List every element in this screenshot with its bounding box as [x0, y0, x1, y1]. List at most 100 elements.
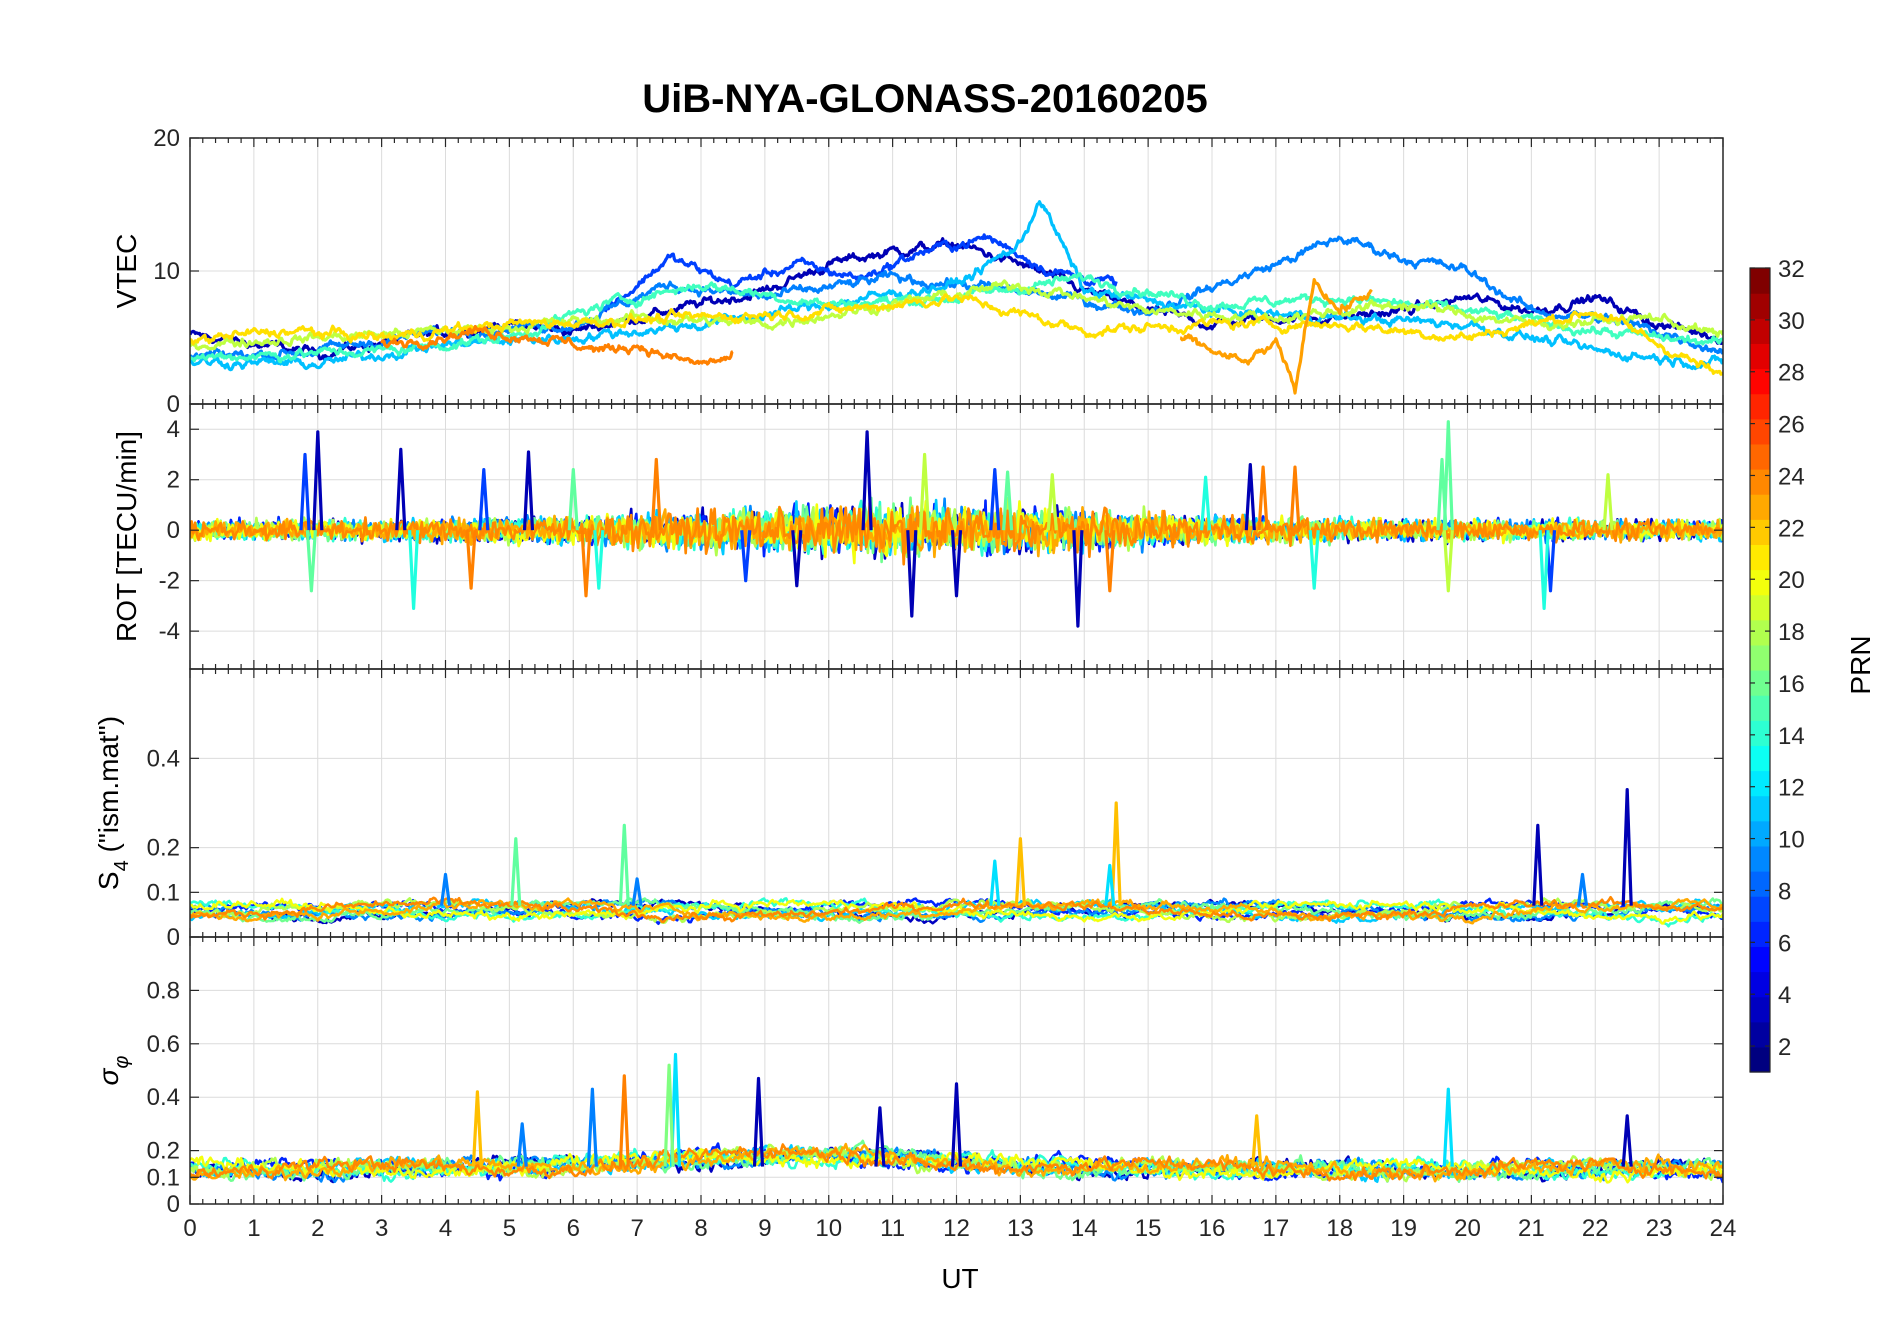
colorbar-tick-label: 12	[1778, 775, 1805, 802]
colorbar-level	[1750, 293, 1770, 319]
trace-prn-24	[190, 895, 1723, 924]
spike-prn-2	[861, 430, 873, 531]
x-tick-label: 20	[1454, 1215, 1481, 1242]
spike-prn-6	[740, 530, 752, 583]
spike-prn-16	[1442, 420, 1454, 531]
x-tick-label: 1	[247, 1215, 260, 1242]
series-prn-21	[190, 293, 1723, 376]
y-tick-label: 4	[167, 416, 180, 443]
colorbar-tick-label: 26	[1778, 412, 1805, 439]
x-axis-label: UT	[941, 1263, 978, 1294]
trace-prn-23	[190, 505, 1723, 559]
spike-prn-8	[631, 877, 643, 906]
colorbar-level	[1750, 845, 1770, 872]
colorbar-level	[1750, 971, 1770, 998]
y-label-main: S	[93, 871, 124, 890]
colorbar-level	[1750, 469, 1770, 495]
spike-prn-18	[1602, 473, 1614, 531]
spike-prn-6	[989, 468, 1001, 531]
spike-prn-16	[618, 823, 630, 906]
trace-prn-20	[190, 1148, 1723, 1184]
series-prn-24	[380, 324, 734, 366]
colorbar-level	[1750, 519, 1770, 545]
x-tick-label: 5	[503, 1215, 516, 1242]
spike-prn-16	[305, 530, 317, 593]
panel-data	[190, 788, 1723, 928]
spike-prn-2	[874, 1106, 886, 1167]
spike-prn-6	[299, 452, 311, 531]
colorbar-level	[1750, 770, 1770, 797]
x-tick-label: 14	[1071, 1215, 1098, 1242]
spike-prn-2	[1244, 463, 1256, 531]
colorbar-tick-label: 28	[1778, 360, 1805, 387]
trace-prn-16	[190, 897, 1723, 924]
spike-prn-8	[439, 872, 452, 906]
colorbar-tick-label: 6	[1778, 930, 1791, 957]
colorbar-level	[1750, 318, 1770, 344]
colorbar-level	[1750, 1046, 1770, 1073]
y-axis-label-vtec: VTEC	[111, 234, 142, 309]
colorbar-level	[1750, 996, 1770, 1023]
x-tick-label: 16	[1199, 1215, 1226, 1242]
x-tick-label: 15	[1135, 1215, 1162, 1242]
colorbar-tick-label: 4	[1778, 982, 1791, 1009]
y-label-rest: ("ism.mat")	[93, 716, 124, 860]
colorbar-tick-label: 30	[1778, 308, 1805, 335]
spike-prn-2	[906, 530, 918, 618]
colorbar-tick-label: 2	[1778, 1034, 1791, 1061]
panel-rot: -4 -2 0 2 4 ROT [TECU/min]	[111, 403, 1724, 670]
colorbar-level	[1750, 644, 1770, 671]
spike-prn-24	[1257, 465, 1269, 531]
colorbar-level	[1750, 896, 1770, 922]
panel-data	[190, 1052, 1723, 1184]
x-tick-label: 2	[311, 1215, 324, 1242]
spike-prn-8	[1576, 872, 1589, 906]
spike-prn-18	[919, 452, 931, 531]
spike-prn-9	[516, 1122, 528, 1167]
spike-prn-2	[752, 1076, 765, 1167]
spike-prn-2	[1621, 788, 1633, 906]
y-tick-label: 0	[167, 391, 180, 418]
y-tick-label: 20	[153, 125, 180, 152]
series-prn-15	[190, 272, 1723, 364]
spike-prn-24	[465, 530, 477, 590]
colorbar-tick-label: 16	[1778, 671, 1805, 698]
y-tick-label: -4	[159, 618, 180, 645]
colorbar-level	[1750, 494, 1770, 520]
spike-prn-9	[586, 1087, 598, 1167]
y-label-sub: φ	[111, 1056, 133, 1069]
y-tick-label: 0.4	[147, 745, 180, 772]
colorbar-level	[1750, 871, 1770, 897]
y-tick-label: 2	[167, 467, 180, 494]
x-tick-label: 7	[630, 1215, 643, 1242]
y-tick-label: 10	[153, 258, 180, 285]
colorbar-tick-label: 8	[1778, 878, 1791, 905]
colorbar-level	[1750, 393, 1770, 420]
x-tick-label: 8	[694, 1215, 707, 1242]
spike-prn-24	[580, 530, 592, 598]
spike-prn-18	[1046, 473, 1058, 531]
spike-prn-24	[650, 457, 662, 531]
spike-prn-18	[1442, 530, 1454, 593]
spike-prn-2	[1072, 530, 1084, 628]
colorbar-level	[1750, 670, 1770, 696]
x-tick-label: 9	[758, 1215, 771, 1242]
x-tick-label: 11	[880, 1215, 905, 1242]
y-tick-label: 0	[167, 1191, 180, 1218]
spike-prn-16	[567, 468, 579, 531]
spike-prn-2	[1532, 823, 1544, 906]
colorbar-label: PRN	[1845, 635, 1876, 694]
x-tick-label: 23	[1646, 1215, 1673, 1242]
y-axis-label-rot: ROT [TECU/min]	[111, 431, 142, 642]
colorbar-level	[1750, 368, 1770, 395]
spike-prn-13	[408, 530, 420, 610]
trace-prn-24	[190, 501, 1723, 566]
y-label-sub: 4	[111, 860, 133, 871]
x-tick-label: 12	[943, 1215, 970, 1242]
spike-prn-2	[522, 450, 535, 531]
spike-prn-2	[312, 430, 324, 531]
y-tick-label: 0.1	[147, 879, 180, 906]
y-label-main: σ	[93, 1067, 124, 1085]
